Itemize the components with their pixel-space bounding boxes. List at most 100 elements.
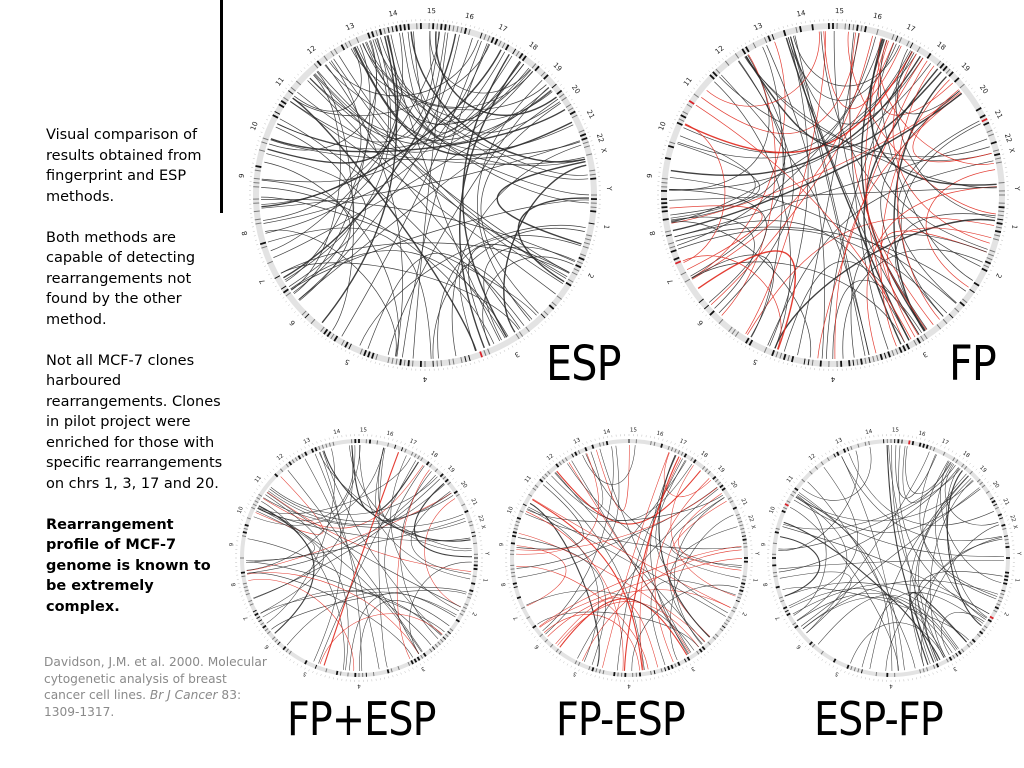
scale-tick: [703, 460, 706, 463]
chromosome-label-3: 3: [513, 350, 521, 359]
scale-tick: [251, 495, 254, 498]
link: [577, 488, 719, 659]
scale-tick: [542, 468, 545, 471]
scale-tick: [590, 248, 593, 250]
ideogram-band: [288, 90, 294, 95]
chromosome-label-14: 14: [333, 429, 341, 436]
ideogram-band: [987, 618, 992, 623]
ideogram-band: [583, 145, 590, 149]
ideogram-band: [585, 238, 592, 241]
scale-tick: [565, 297, 568, 299]
ideogram-band: [748, 339, 754, 346]
scale-tick: [577, 277, 580, 280]
chromosome-label-21: 21: [585, 109, 596, 121]
chromosome-label-8: 8: [649, 230, 658, 236]
scale-tick: [303, 67, 306, 69]
link: [801, 446, 872, 501]
ideogram-band: [905, 343, 911, 350]
link: [307, 80, 521, 329]
scale-tick: [662, 239, 665, 241]
ideogram-band: [919, 669, 922, 674]
scale-tick: [743, 599, 746, 601]
scale-tick: [526, 488, 528, 490]
ideogram-band: [328, 442, 331, 447]
link: [365, 42, 586, 167]
ideogram-band: [512, 582, 517, 585]
ideogram-band: [282, 288, 289, 294]
scale-tick: [357, 355, 359, 358]
scale-tick: [437, 462, 439, 465]
red-link: [912, 89, 992, 163]
scale-tick: [965, 307, 967, 310]
ideogram-band: [387, 442, 390, 447]
ideogram-band: [860, 25, 863, 32]
scale-tick: [948, 665, 950, 668]
link: [322, 450, 442, 636]
ideogram-band: [664, 230, 672, 233]
ideogram-band: [686, 103, 693, 108]
ideogram-band: [316, 60, 322, 67]
chromosome-label-10: 10: [237, 505, 245, 514]
ideogram-band: [860, 358, 863, 365]
scale-tick: [955, 70, 958, 73]
scale-tick: [279, 462, 281, 465]
scale-tick: [775, 603, 778, 605]
ideogram-band: [932, 447, 936, 452]
ideogram-band: [514, 524, 519, 527]
scale-tick: [275, 465, 278, 468]
ideogram-band: [582, 141, 589, 145]
chromosome-label-8: 8: [501, 582, 508, 587]
ideogram-band: [280, 285, 287, 290]
scale-tick: [374, 361, 376, 364]
ideogram-band: [852, 359, 855, 366]
chromosome-label-4: 4: [422, 375, 427, 383]
label-esp-minus-fp: ESP-FP: [814, 692, 944, 746]
scale-tick: [466, 615, 469, 617]
scale-tick: [915, 40, 918, 43]
scale-tick: [536, 639, 539, 642]
red-link: [557, 601, 699, 648]
ideogram-band: [732, 506, 738, 510]
ideogram-band: [483, 350, 487, 357]
ideogram-band: [809, 470, 813, 475]
scale-tick: [817, 457, 820, 460]
chromosome-label-22: 22: [1008, 514, 1016, 523]
scale-tick: [973, 297, 976, 299]
scale-tick: [353, 34, 355, 37]
ideogram-band: [558, 461, 562, 466]
link: [293, 47, 362, 112]
scale-tick: [575, 281, 578, 284]
ideogram-band: [483, 33, 487, 40]
chromosome-label-10: 10: [249, 120, 260, 131]
chromosome-label-2: 2: [1002, 611, 1009, 617]
scale-tick: [978, 471, 981, 474]
link: [849, 32, 889, 350]
scale-tick: [285, 457, 288, 460]
link: [351, 445, 419, 513]
scale-tick: [710, 465, 713, 468]
scale-tick: [344, 38, 347, 41]
ideogram-band: [799, 26, 802, 33]
scale-tick: [585, 127, 588, 129]
scale-tick: [300, 70, 303, 73]
link: [261, 34, 460, 183]
scale-tick: [254, 239, 257, 241]
scale-tick: [308, 444, 310, 447]
link: [678, 228, 948, 314]
ideogram-band: [853, 667, 856, 672]
scale-tick: [708, 70, 711, 73]
scale-tick: [927, 340, 930, 343]
ideogram-band: [375, 30, 379, 37]
scale-tick: [718, 61, 721, 63]
ideogram-band: [743, 542, 748, 545]
scale-tick: [877, 24, 879, 27]
ideogram-band: [468, 593, 473, 596]
ideogram-band: [318, 445, 321, 450]
scale-tick: [886, 27, 888, 30]
scale-tick: [832, 448, 834, 451]
ideogram-band: [249, 603, 254, 606]
ideogram-band: [417, 455, 421, 460]
chromosome-label-X: X: [1011, 525, 1018, 530]
chromosome-label-15: 15: [835, 7, 844, 15]
accent-bar: [220, 0, 223, 213]
